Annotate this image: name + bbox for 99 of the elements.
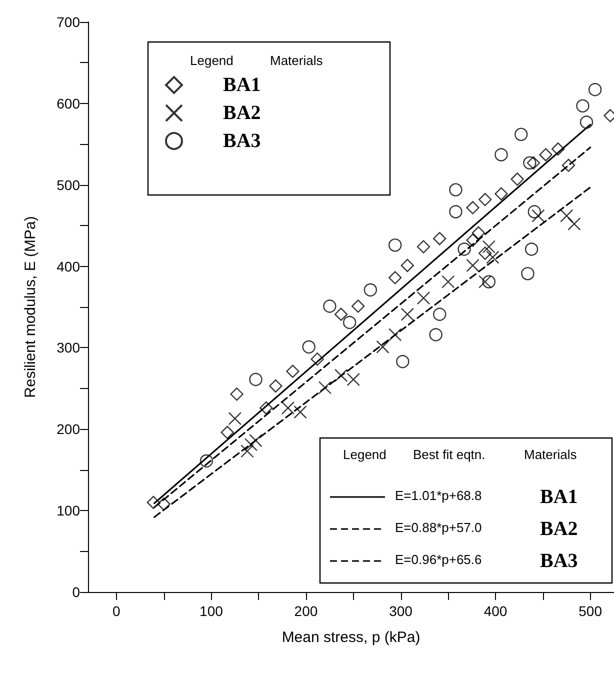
text: BA3 — [540, 550, 578, 572]
y-tick-label: 0 — [72, 584, 80, 600]
point — [478, 192, 492, 206]
annotation: Legend — [190, 53, 234, 68]
point — [294, 405, 307, 419]
point — [478, 275, 492, 288]
point — [230, 388, 244, 401]
x-tick-label: 500 — [578, 603, 602, 619]
annotation: E=0.88*p+57.0 — [395, 520, 482, 535]
text: BA2 — [540, 518, 578, 540]
text: BA1 — [540, 486, 578, 508]
point — [580, 116, 594, 129]
point — [157, 497, 170, 511]
point — [466, 234, 480, 247]
point — [588, 82, 602, 96]
x-tick-label: 300 — [389, 603, 413, 619]
point — [352, 300, 365, 313]
point — [400, 308, 414, 321]
point — [220, 426, 234, 439]
point — [346, 372, 360, 386]
point — [281, 401, 295, 415]
point — [249, 372, 262, 386]
x-tick-label: 0 — [112, 603, 121, 619]
point — [200, 454, 214, 468]
legend-label: BA2 — [223, 102, 261, 124]
point — [334, 368, 348, 382]
x-tick-label: 400 — [484, 603, 508, 619]
point — [494, 187, 508, 200]
point — [510, 172, 524, 186]
annotation: Legend — [343, 447, 386, 462]
x-tick-label: 200 — [294, 603, 318, 619]
point — [228, 412, 242, 426]
point — [526, 156, 540, 170]
y-tick-label: 600 — [56, 95, 80, 112]
y-tick-label: 500 — [56, 176, 80, 193]
point — [523, 156, 536, 170]
point — [388, 271, 402, 284]
point — [364, 283, 378, 296]
point — [458, 242, 471, 256]
point — [576, 99, 590, 112]
point — [269, 379, 282, 393]
point — [449, 205, 462, 218]
point — [478, 246, 492, 260]
point — [433, 308, 446, 321]
point — [429, 328, 442, 342]
point — [486, 250, 500, 264]
y-tick-label: 300 — [56, 340, 80, 356]
point — [240, 444, 254, 458]
point — [396, 354, 410, 368]
point — [244, 438, 258, 452]
point — [416, 291, 430, 305]
point — [146, 496, 160, 510]
point — [260, 401, 273, 415]
point — [433, 232, 446, 246]
point — [466, 201, 480, 214]
point — [472, 226, 486, 240]
point — [532, 209, 545, 222]
y-tick-label: 100 — [56, 502, 80, 519]
annotation: Materials — [524, 447, 578, 462]
point — [562, 158, 576, 172]
point — [521, 267, 534, 280]
point — [482, 275, 496, 288]
point — [388, 238, 402, 252]
point — [524, 242, 538, 256]
point — [334, 308, 348, 321]
y-tick-label: 700 — [56, 14, 80, 30]
point — [466, 258, 480, 272]
point — [302, 340, 316, 354]
point — [416, 240, 430, 254]
point — [449, 183, 462, 196]
y-axis-title: Resilient modulus, E (MPa) — [22, 216, 39, 398]
point — [249, 434, 262, 448]
annotation: E=1.01*p+68.8 — [395, 488, 482, 503]
y-tick-label: 400 — [56, 258, 80, 274]
point — [342, 316, 356, 330]
annotation: E=0.96*p+65.6 — [395, 552, 482, 567]
x-tick-label: 100 — [200, 603, 224, 619]
point — [494, 148, 508, 162]
point — [560, 209, 574, 222]
point — [286, 364, 300, 378]
point — [568, 217, 581, 231]
point — [551, 142, 565, 156]
point — [318, 381, 332, 394]
point — [528, 205, 541, 218]
point — [442, 275, 455, 288]
legend-label: BA3 — [223, 130, 261, 152]
point — [482, 240, 496, 254]
point — [310, 352, 324, 366]
annotation: Best fit eqtn. — [413, 447, 486, 462]
point — [400, 258, 414, 272]
annotation: Materials — [270, 53, 324, 68]
point — [539, 148, 552, 162]
point — [388, 328, 402, 342]
legend-label: BA1 — [223, 74, 261, 96]
y-tick-label: 200 — [56, 421, 80, 438]
point — [376, 340, 390, 354]
point — [323, 300, 336, 313]
point — [514, 128, 528, 141]
x-axis-title: Mean stress, p (kPa) — [282, 629, 420, 646]
